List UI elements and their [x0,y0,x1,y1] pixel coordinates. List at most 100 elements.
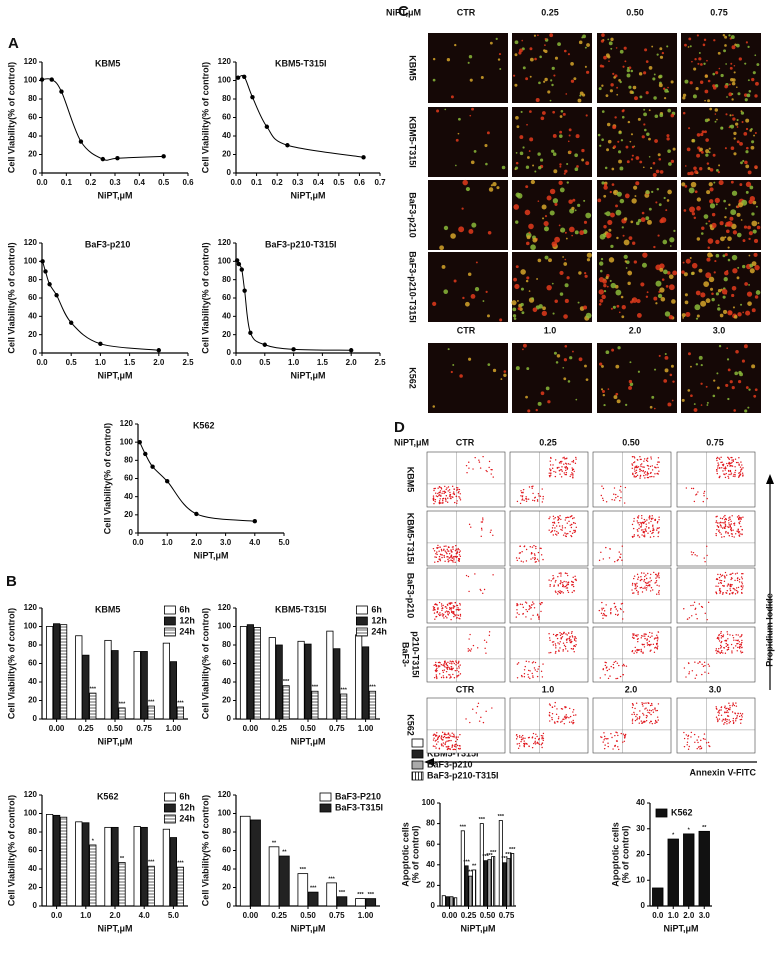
event [722,592,724,594]
y-tick-label: 120 [24,57,38,66]
event [602,668,605,670]
cell [439,245,444,251]
legend-swatch [411,749,424,759]
event [735,587,738,589]
event [434,561,436,563]
cell [654,114,659,119]
legend-swatch [355,616,368,626]
cell [547,400,551,404]
event [614,613,617,616]
bar [311,690,319,720]
cell [525,279,529,283]
cell [691,271,695,275]
event [641,517,643,519]
event [716,522,719,524]
event [451,485,454,488]
event [741,634,743,636]
event [718,634,720,637]
event [723,580,726,583]
event [640,572,643,574]
data-point [150,464,155,469]
event [559,582,562,585]
event [551,712,554,715]
flow-bg [592,626,672,683]
cell [538,81,541,85]
cell [537,401,542,406]
cell [539,158,544,162]
event [738,578,741,581]
cell [725,63,727,65]
panel-label: A [8,35,19,52]
event [734,712,736,714]
event [440,487,442,489]
y-axis-title: Cell Viability(% of control) [200,608,210,719]
event [617,558,619,561]
event [566,574,569,577]
event [433,676,436,679]
cell [617,346,621,350]
event [603,739,605,741]
event [700,747,703,750]
cell [462,179,468,186]
cell [513,317,517,320]
event [456,604,458,607]
event [564,645,567,648]
cell [738,370,742,375]
event [738,475,740,477]
cell [532,307,538,313]
event [696,555,698,557]
event [657,532,660,534]
cell [635,156,640,160]
event [602,558,605,560]
x-tick-label: 2.0 [191,538,203,547]
event [564,532,566,534]
cell [648,207,652,211]
cell [713,181,716,184]
cell [712,86,717,90]
cell [443,289,449,294]
cell [671,299,676,304]
cell [569,226,575,233]
event [434,663,437,666]
y-tick-label: 80 [426,819,435,828]
event [636,585,638,588]
event [565,516,567,519]
event [703,733,706,735]
event [445,662,448,665]
cell [522,348,524,351]
event [445,606,447,608]
event [604,615,606,617]
event [648,516,650,519]
event [656,522,659,524]
x-tick-label: 0.5 [158,178,170,187]
cell [515,161,519,165]
cell [452,363,455,366]
cell [652,161,656,165]
cell [603,183,608,187]
event [734,593,737,595]
event [649,636,651,639]
event [697,491,699,493]
cell [705,149,710,154]
cell [701,130,705,134]
cell [715,203,718,206]
cell [741,359,745,363]
event [727,477,730,479]
event [690,731,693,734]
event [633,711,635,714]
event [720,461,722,464]
cell [514,40,519,45]
cell [730,146,735,150]
event [556,720,558,723]
event [735,702,737,704]
event [615,493,617,496]
event [725,591,727,594]
event [565,533,568,535]
event [436,732,438,734]
event [432,497,435,499]
event [736,577,739,580]
cell [549,188,556,195]
event [651,529,654,532]
event [608,557,611,559]
event [492,534,494,537]
